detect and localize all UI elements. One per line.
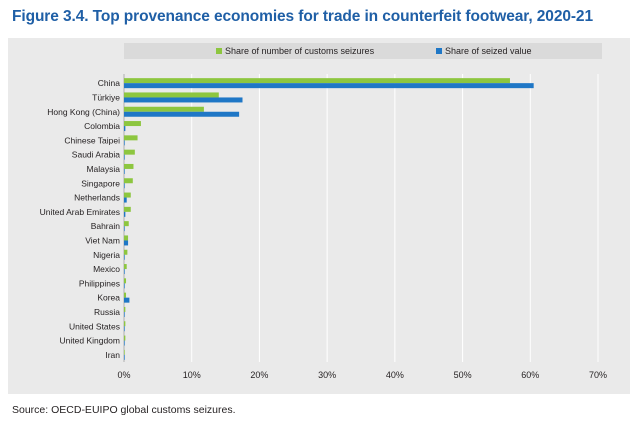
chart-area: Share of number of customs seizures Shar… bbox=[8, 38, 630, 394]
legend-swatch-seizures bbox=[216, 48, 222, 54]
bar-seizures bbox=[124, 206, 131, 212]
bar-seizures bbox=[124, 192, 131, 198]
bar-value bbox=[124, 326, 125, 332]
bar-seizures bbox=[124, 349, 125, 355]
category-label: Hong Kong (China) bbox=[47, 107, 120, 117]
category-label: Russia bbox=[94, 307, 120, 317]
x-tick-label: 50% bbox=[454, 370, 472, 380]
source-note: Source: OECD-EUIPO global customs seizur… bbox=[12, 404, 236, 416]
bar-seizures bbox=[124, 292, 127, 298]
category-label: Netherlands bbox=[74, 193, 120, 203]
category-label: Chinese Taipei bbox=[64, 135, 120, 145]
x-tick-label: 0% bbox=[117, 370, 130, 380]
category-label: Colombia bbox=[84, 121, 120, 131]
x-tick-label: 60% bbox=[521, 370, 539, 380]
legend-swatch-value bbox=[436, 48, 442, 54]
bar-value bbox=[124, 269, 125, 275]
chart-legend: Share of number of customs seizures Shar… bbox=[124, 43, 602, 59]
bar-value bbox=[124, 240, 129, 246]
bar-value bbox=[124, 126, 126, 132]
legend-label-seizures: Share of number of customs seizures bbox=[225, 46, 375, 56]
bar-seizures bbox=[124, 235, 129, 241]
category-label: Nigeria bbox=[93, 250, 120, 260]
category-label: Singapore bbox=[81, 178, 120, 188]
bar-seizures bbox=[124, 306, 126, 312]
bar-value bbox=[124, 211, 126, 217]
bar-seizures bbox=[124, 264, 127, 270]
category-label: United States bbox=[69, 321, 120, 331]
bar-value bbox=[124, 340, 125, 346]
bar-seizures bbox=[124, 221, 129, 227]
bar-value bbox=[124, 154, 125, 160]
x-tick-label: 10% bbox=[183, 370, 201, 380]
category-label: Bahrain bbox=[91, 221, 121, 231]
bar-seizures bbox=[124, 321, 126, 327]
bar-value bbox=[124, 197, 127, 203]
x-tick-label: 40% bbox=[386, 370, 404, 380]
bar-chart: 0% 10% 20% 30% 40% 50% 60% 70% China Türkiye Hong … bbox=[40, 74, 607, 380]
legend-item-seizures: Share of number of customs seizures bbox=[216, 46, 374, 56]
bar-value bbox=[124, 97, 243, 103]
category-label: Saudi Arabia bbox=[72, 150, 120, 160]
bar-seizures bbox=[124, 163, 134, 169]
x-tick-label: 70% bbox=[589, 370, 607, 380]
bar-seizures bbox=[124, 121, 141, 127]
category-label: United Arab Emirates bbox=[40, 207, 120, 217]
bar-seizures bbox=[124, 278, 127, 284]
chart-title: Figure 3.4. Top provenance economies for… bbox=[12, 8, 593, 25]
x-tick-label: 30% bbox=[318, 370, 336, 380]
x-tick-label: 20% bbox=[250, 370, 268, 380]
category-label: Iran bbox=[105, 350, 120, 360]
bar-value bbox=[124, 254, 125, 260]
bar-value bbox=[124, 283, 125, 289]
bar-seizures bbox=[124, 149, 135, 155]
category-label: Viet Nam bbox=[85, 235, 120, 245]
bar-seizures bbox=[124, 135, 138, 141]
category-label: China bbox=[98, 78, 120, 88]
category-label: Türkiye bbox=[92, 92, 120, 102]
bar-value bbox=[124, 168, 125, 174]
bar-seizures bbox=[124, 92, 219, 98]
bar-value bbox=[124, 311, 125, 317]
bar-value bbox=[124, 226, 125, 232]
bar-value bbox=[124, 297, 130, 303]
bar-value bbox=[124, 354, 125, 360]
bar-value bbox=[124, 111, 240, 117]
category-label: Philippines bbox=[79, 278, 120, 288]
category-label: Korea bbox=[97, 293, 120, 303]
bar-value bbox=[124, 83, 534, 89]
legend-item-value: Share of seized value bbox=[436, 46, 532, 56]
category-label: United Kingdom bbox=[60, 336, 120, 346]
category-label: Malaysia bbox=[86, 164, 120, 174]
bar-seizures bbox=[124, 249, 128, 255]
bar-value bbox=[124, 140, 125, 146]
bar-value bbox=[124, 183, 125, 189]
legend-label-value: Share of seized value bbox=[445, 46, 532, 56]
bar-seizures bbox=[124, 78, 510, 84]
bar-seizures bbox=[124, 178, 133, 184]
bar-seizures bbox=[124, 106, 204, 112]
category-label: Mexico bbox=[93, 264, 120, 274]
bar-seizures bbox=[124, 335, 126, 341]
